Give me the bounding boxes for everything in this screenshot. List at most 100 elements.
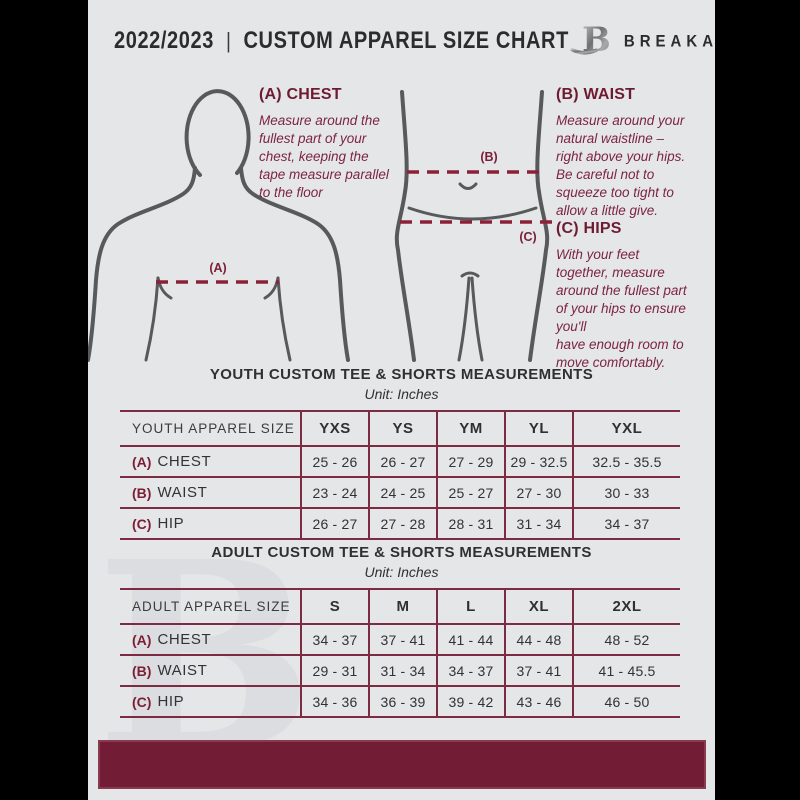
measurement-value: 46 - 50	[572, 687, 680, 716]
measurement-value: 29 - 31	[300, 656, 368, 685]
measurement-value: 28 - 31	[436, 509, 504, 538]
hips-heading: (C) HIPS	[556, 220, 622, 237]
youth-table-title: YOUTH CUSTOM TEE & SHORTS MEASUREMENTS	[209, 366, 594, 383]
hips-figure-icon	[394, 90, 550, 362]
waist-heading: (B) WAIST	[556, 86, 636, 103]
measurement-value: 27 - 30	[504, 478, 572, 507]
measurement-value: 23 - 24	[300, 478, 368, 507]
adult-size-table: ADULT APPAREL SIZE S M L XL 2XL (A) CHES…	[120, 588, 680, 718]
measurement-value: 25 - 26	[300, 447, 368, 476]
size-header: YL	[504, 412, 572, 445]
document-title: CUSTOM APPAREL SIZE CHART	[243, 27, 569, 54]
measurement-value: 41 - 45.5	[572, 656, 680, 685]
row-key: (C)	[132, 515, 152, 532]
size-header: YXS	[300, 412, 368, 445]
measurement-value: 36 - 39	[368, 687, 436, 716]
row-header: (A) CHEST	[120, 447, 300, 476]
chest-heading: (A) CHEST	[259, 86, 342, 103]
measurement-value: 30 - 33	[572, 478, 680, 507]
chest-marker-label: (A)	[209, 261, 226, 275]
size-header: XL	[504, 590, 572, 623]
row-label: HIP	[157, 515, 185, 532]
hips-instructions: (C) HIPS With your feet together, measur…	[556, 220, 714, 372]
measurement-value: 41 - 44	[436, 625, 504, 654]
table-row: (C) HIP 26 - 27 27 - 28 28 - 31 31 - 34 …	[120, 507, 680, 538]
title-divider: |	[225, 28, 232, 53]
row-label: HIP	[157, 693, 185, 710]
size-header: YS	[368, 412, 436, 445]
footer-accent-bar	[98, 740, 706, 789]
youth-size-table: YOUTH APPAREL SIZE YXS YS YM YL YXL (A) …	[120, 410, 680, 540]
measurement-value: 25 - 27	[436, 478, 504, 507]
youth-table-unit: Unit: Inches	[364, 386, 439, 402]
size-header: M	[368, 590, 436, 623]
measurement-value: 44 - 48	[504, 625, 572, 654]
document-canvas: B 2022/2023 | CUSTOM APPAREL SIZE CHART	[88, 0, 715, 800]
measurement-value: 32.5 - 35.5	[572, 447, 680, 476]
table-row: (A) CHEST 34 - 37 37 - 41 41 - 44 44 - 4…	[120, 623, 680, 654]
row-header: (B) WAIST	[120, 656, 300, 685]
measurement-figures-illustration: (A) (B) (C)	[88, 89, 552, 362]
waist-instructions: (B) WAIST Measure around your natural wa…	[556, 86, 714, 220]
row-label: CHEST	[157, 453, 212, 470]
chest-description: Measure around the fullest part of your …	[259, 113, 389, 200]
size-header: S	[300, 590, 368, 623]
size-header: L	[436, 590, 504, 623]
hips-description: With your feet together, measure around …	[556, 247, 687, 370]
measurement-value: 34 - 37	[300, 625, 368, 654]
size-header: YM	[436, 412, 504, 445]
row-key: (B)	[132, 484, 152, 501]
measurement-value: 26 - 27	[368, 447, 436, 476]
measurement-value: 48 - 52	[572, 625, 680, 654]
table-header-row: ADULT APPAREL SIZE S M L XL 2XL	[120, 588, 680, 623]
youth-size-column-header: YOUTH APPAREL SIZE	[132, 421, 295, 436]
breakaway-b-logo-icon: B	[569, 18, 615, 65]
measurement-value: 24 - 25	[368, 478, 436, 507]
row-key: (A)	[132, 453, 152, 470]
row-key: (C)	[132, 693, 152, 710]
table-row: (C) HIP 34 - 36 36 - 39 39 - 42 43 - 46 …	[120, 685, 680, 716]
row-header: (C) HIP	[120, 687, 300, 716]
row-key: (A)	[132, 631, 152, 648]
table-row: (A) CHEST 25 - 26 26 - 27 27 - 29 29 - 3…	[120, 445, 680, 476]
masthead-title: 2022/2023 | CUSTOM APPAREL SIZE CHART	[114, 27, 569, 54]
table-row: (B) WAIST 29 - 31 31 - 34 34 - 37 37 - 4…	[120, 654, 680, 685]
adult-table-unit: Unit: Inches	[364, 564, 439, 580]
measurement-value: 31 - 34	[504, 509, 572, 538]
table-header-row: YOUTH APPAREL SIZE YXS YS YM YL YXL	[120, 410, 680, 445]
measurement-value: 39 - 42	[436, 687, 504, 716]
measurement-value: 29 - 32.5	[504, 447, 572, 476]
measurement-value: 26 - 27	[300, 509, 368, 538]
measurement-value: 37 - 41	[504, 656, 572, 685]
season-label: 2022/2023	[114, 27, 214, 54]
row-header: (C) HIP	[120, 509, 300, 538]
size-header: 2XL	[572, 590, 680, 623]
row-label: WAIST	[157, 484, 208, 501]
measurement-value: 43 - 46	[504, 687, 572, 716]
measurement-value: 34 - 36	[300, 687, 368, 716]
adult-table-title: ADULT CUSTOM TEE & SHORTS MEASUREMENTS	[211, 544, 592, 561]
row-label: CHEST	[157, 631, 212, 648]
measurement-value: 34 - 37	[572, 509, 680, 538]
row-header: (B) WAIST	[120, 478, 300, 507]
measurement-value: 34 - 37	[436, 656, 504, 685]
hips-marker-label: (C)	[519, 230, 536, 244]
masthead: 2022/2023 | CUSTOM APPAREL SIZE CHART B	[114, 18, 715, 64]
measurement-value: 31 - 34	[368, 656, 436, 685]
measurement-value: 27 - 29	[436, 447, 504, 476]
brand-name: BREAKAWAY	[623, 31, 715, 51]
measurement-value: 37 - 41	[368, 625, 436, 654]
waist-marker-label: (B)	[480, 150, 497, 164]
row-label: WAIST	[157, 662, 208, 679]
row-key: (B)	[132, 662, 152, 679]
chest-instructions: (A) CHEST Measure around the fullest par…	[259, 86, 431, 202]
measurement-dashed-lines	[156, 170, 552, 284]
table-row: (B) WAIST 23 - 24 24 - 25 25 - 27 27 - 3…	[120, 476, 680, 507]
waist-description: Measure around your natural waistline – …	[556, 113, 686, 218]
size-header: YXL	[572, 412, 680, 445]
brand-lockup: B BREAKAWAY	[569, 18, 715, 65]
adult-size-column-header: ADULT APPAREL SIZE	[132, 599, 291, 614]
row-header: (A) CHEST	[120, 625, 300, 654]
measurement-value: 27 - 28	[368, 509, 436, 538]
